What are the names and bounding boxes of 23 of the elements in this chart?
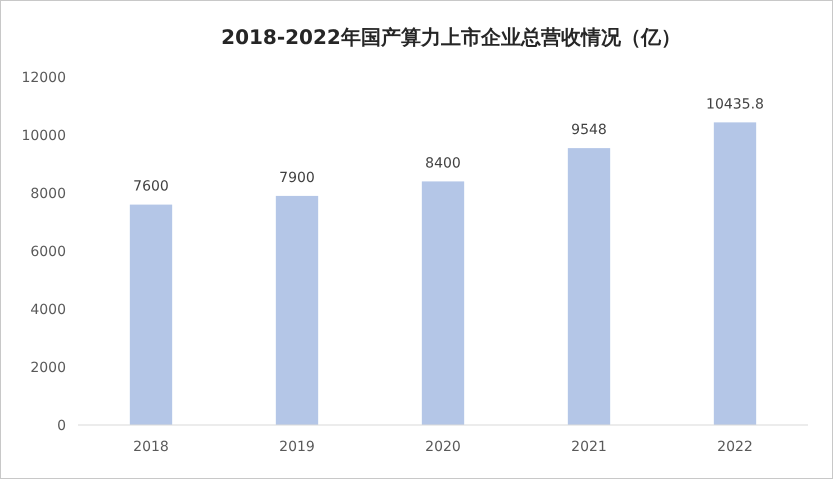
y-tick-label: 6000 (30, 244, 66, 260)
x-tick-label: 2018 (133, 439, 169, 455)
bar (714, 122, 756, 425)
bar (276, 196, 318, 425)
bar (422, 181, 464, 425)
data-label: 8400 (425, 155, 461, 172)
x-tick-label: 2022 (717, 439, 753, 455)
y-tick-label: 10000 (21, 128, 66, 144)
bar (130, 204, 172, 425)
data-label: 10435.8 (706, 96, 764, 112)
data-label: 9548 (571, 122, 607, 138)
data-label: 7600 (133, 178, 169, 195)
x-tick-label: 2020 (425, 439, 461, 455)
x-tick-label: 2021 (571, 439, 607, 455)
chart-title: 2018-2022年国产算力上市企业总营收情况（亿） (221, 25, 681, 49)
y-tick-label: 0 (57, 418, 66, 434)
y-tick-label: 12000 (21, 70, 66, 86)
data-label: 7900 (279, 170, 315, 186)
y-tick-label: 4000 (30, 302, 66, 318)
y-tick-label: 2000 (30, 360, 66, 376)
x-tick-label: 2019 (279, 439, 315, 455)
y-tick-label: 8000 (30, 186, 66, 202)
bar (568, 148, 610, 425)
